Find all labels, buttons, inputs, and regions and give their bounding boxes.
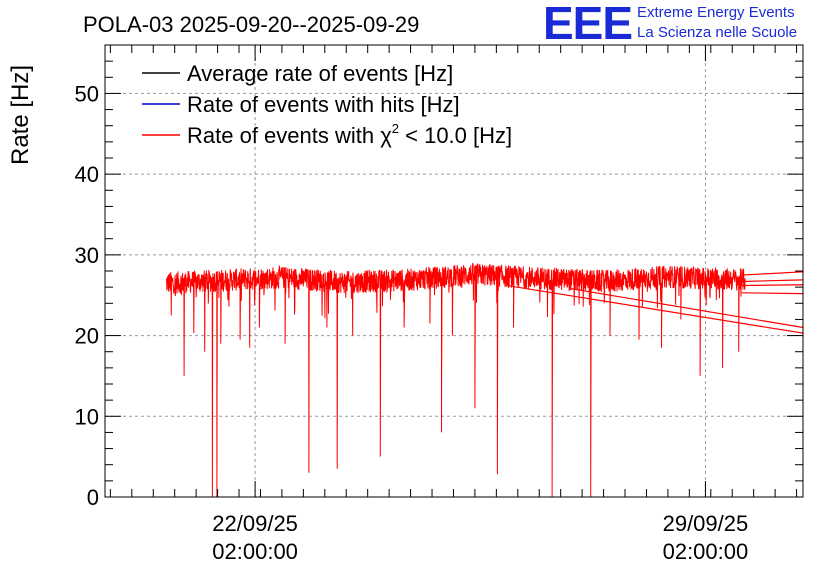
y-tick-label: 0 xyxy=(87,485,99,510)
legend: Average rate of events [Hz] Rate of even… xyxy=(142,61,512,148)
y-tick-labels: 0 10 20 30 40 50 xyxy=(75,81,99,510)
series-tail-line xyxy=(571,288,804,329)
axis-ticks xyxy=(105,44,803,498)
y-tick-label: 40 xyxy=(75,162,99,187)
y-axis-label: Rate [Hz] xyxy=(7,65,34,165)
y-tick-label: 10 xyxy=(75,404,99,429)
series-line-chi2 xyxy=(165,262,746,498)
series-tail-line xyxy=(741,271,804,276)
series-tail-line xyxy=(741,292,804,295)
series-tail-line xyxy=(506,284,804,334)
chart-title: POLA-03 2025-09-20--2025-09-29 xyxy=(83,12,419,37)
logo-line-2: La Scienza nelle Scuole xyxy=(637,24,798,41)
x-tick-label-date: 22/09/25 xyxy=(212,511,298,536)
series-tail-line xyxy=(741,284,804,287)
legend-label-average: Average rate of events [Hz] xyxy=(187,61,453,86)
eee-logo: EEE xyxy=(543,0,633,49)
logo-line-1: Extreme Energy Events xyxy=(637,4,795,21)
legend-label-chi2: Rate of events with χ2 < 10.0 [Hz] xyxy=(187,121,512,148)
y-tick-label: 30 xyxy=(75,243,99,268)
series-layer xyxy=(165,262,804,498)
legend-label-hits: Rate of events with hits [Hz] xyxy=(187,92,460,117)
series-tail-line xyxy=(741,279,804,283)
x-tick-labels: 22/09/25 02:00:00 29/09/25 02:00:00 xyxy=(212,511,748,564)
x-tick-label-date: 29/09/25 xyxy=(663,511,749,536)
x-tick-label-time: 02:00:00 xyxy=(663,539,749,564)
y-tick-label: 20 xyxy=(75,324,99,349)
y-tick-label: 50 xyxy=(75,81,99,106)
x-tick-label-time: 02:00:00 xyxy=(212,539,298,564)
